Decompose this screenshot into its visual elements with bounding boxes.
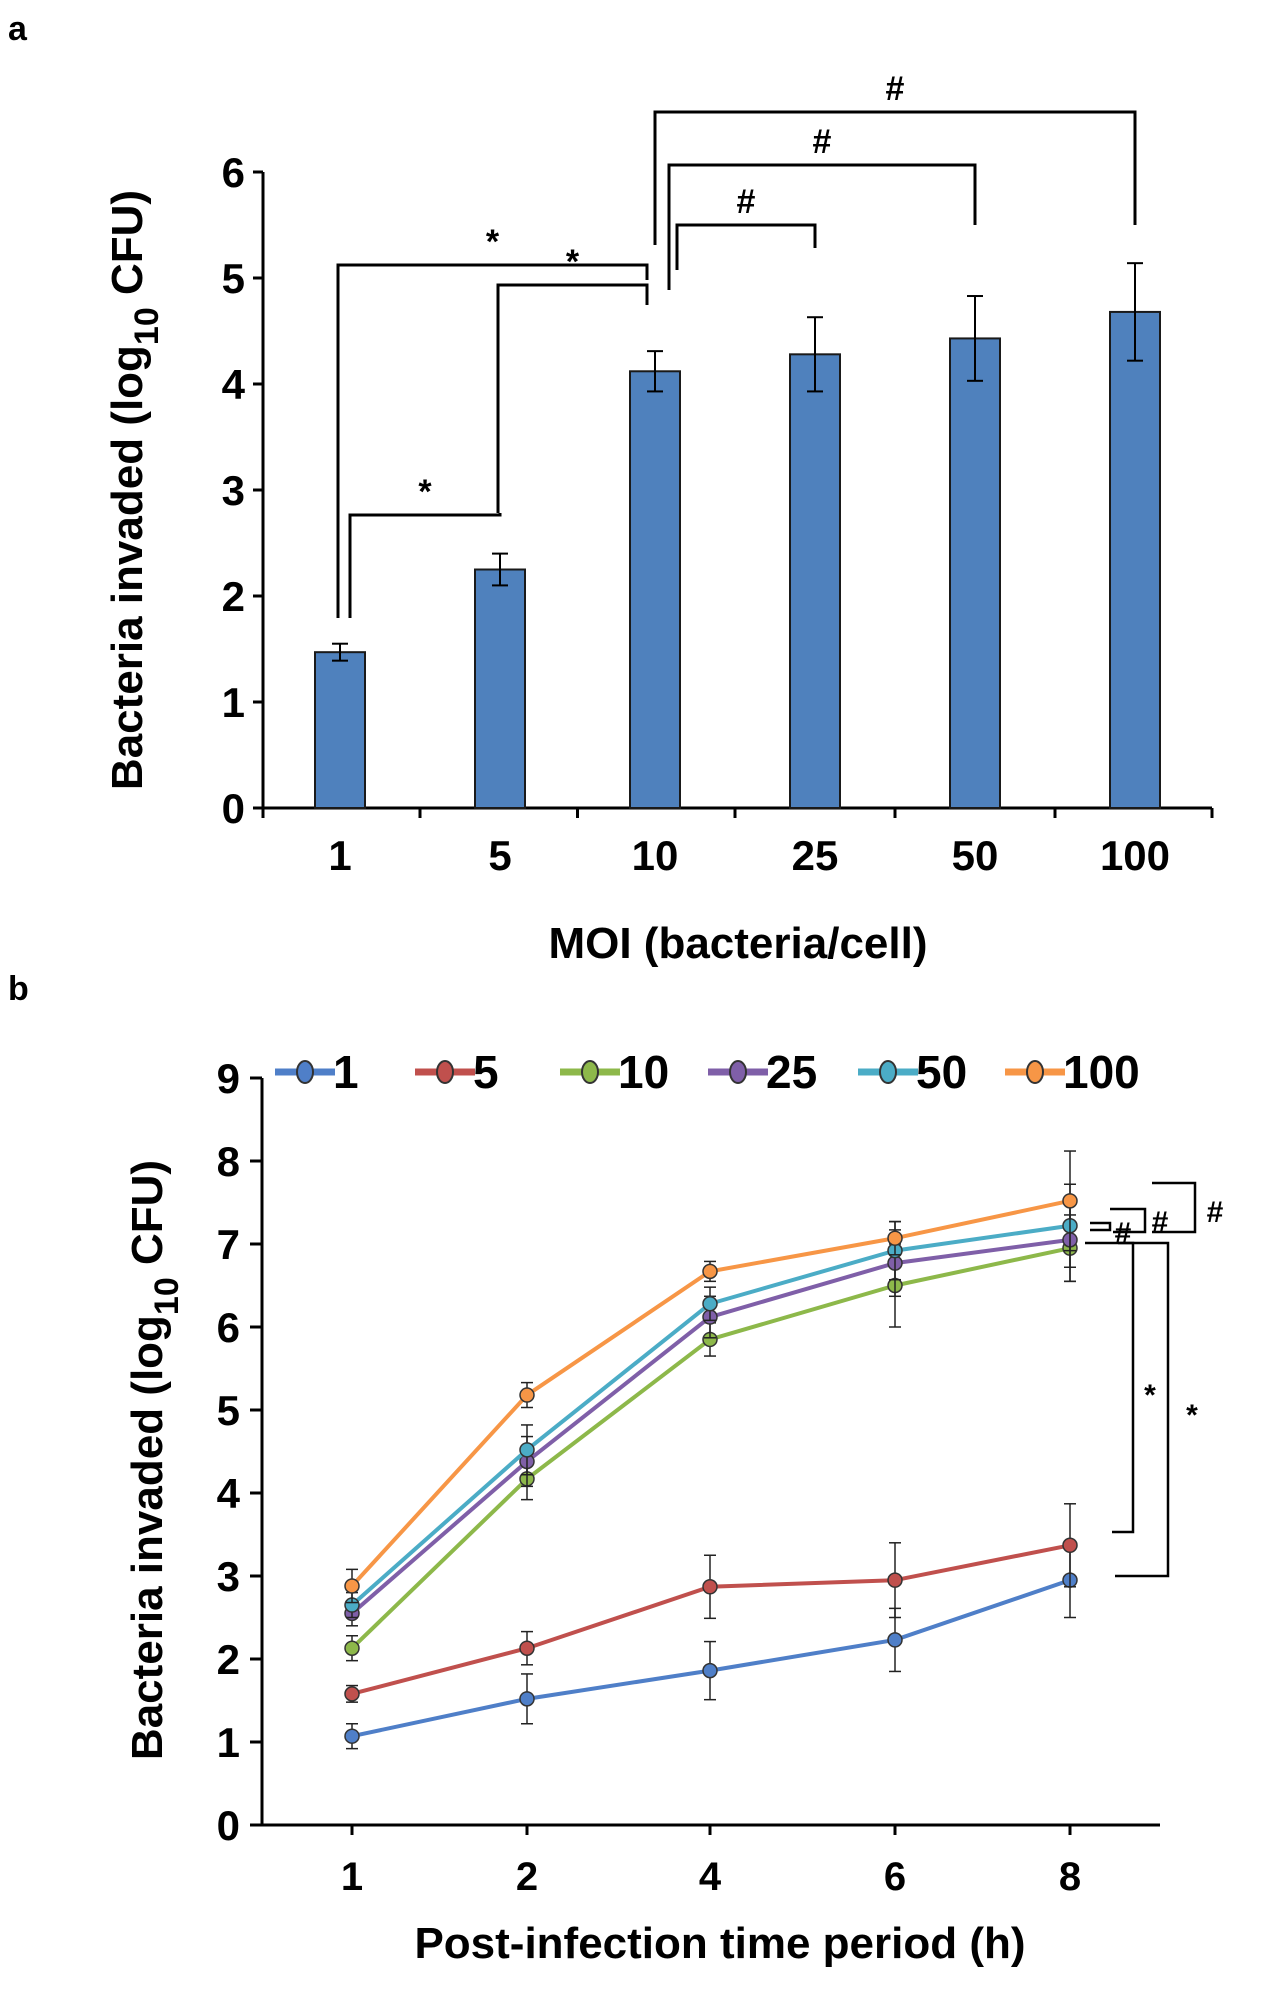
legend-marker bbox=[296, 1060, 314, 1084]
data-point bbox=[887, 1632, 903, 1648]
data-point bbox=[702, 1579, 718, 1595]
significance-bracket bbox=[1085, 1241, 1135, 1534]
significance-symbol: # bbox=[813, 123, 832, 161]
x-tick-label: 10 bbox=[632, 832, 679, 879]
y-tick-label: 2 bbox=[222, 573, 245, 620]
panel-b-label: b bbox=[8, 970, 29, 1008]
significance-symbol: # bbox=[1207, 1196, 1224, 1229]
significance-symbol: # bbox=[886, 70, 905, 108]
significance-bracket bbox=[496, 283, 649, 513]
x-tick-label: 4 bbox=[699, 1855, 722, 1899]
bar bbox=[629, 370, 681, 809]
x-tick-label: 50 bbox=[952, 832, 999, 879]
x-tick-label: 1 bbox=[328, 832, 351, 879]
significance-symbol: * bbox=[418, 473, 432, 511]
significance-symbol: # bbox=[1115, 1217, 1132, 1250]
data-point bbox=[887, 1572, 903, 1588]
significance-bracket bbox=[1152, 1181, 1197, 1234]
bar bbox=[949, 337, 1001, 809]
x-tick-label: 5 bbox=[488, 832, 511, 879]
legend-marker bbox=[879, 1060, 897, 1084]
data-point bbox=[519, 1691, 535, 1707]
data-point bbox=[702, 1296, 718, 1312]
data-point bbox=[344, 1686, 360, 1702]
y-axis-title: Bacteria invaded (log10 CFU) bbox=[123, 1160, 186, 1760]
legend-label: 25 bbox=[766, 1046, 817, 1098]
bar bbox=[1109, 310, 1161, 809]
significance-bracket bbox=[1090, 1221, 1112, 1232]
data-point bbox=[702, 1662, 718, 1679]
y-tick-label: 7 bbox=[217, 1221, 240, 1268]
bar bbox=[474, 568, 526, 809]
data-point bbox=[519, 1640, 535, 1656]
y-tick-label: 1 bbox=[222, 679, 245, 726]
y-tick-label: 3 bbox=[222, 467, 245, 514]
y-tick-label: 6 bbox=[222, 149, 245, 196]
legend-label: 50 bbox=[916, 1046, 967, 1098]
data-point bbox=[702, 1263, 718, 1280]
y-tick-label: 5 bbox=[217, 1387, 240, 1434]
y-axis-title: Bacteria invaded (log10 CFU) bbox=[103, 190, 166, 790]
legend-marker bbox=[581, 1060, 599, 1084]
y-tick-label: 3 bbox=[217, 1553, 240, 1600]
significance-bracket bbox=[667, 163, 977, 290]
significance-bracket bbox=[1110, 1207, 1147, 1234]
data-point bbox=[519, 1442, 535, 1458]
x-tick-label: 1 bbox=[341, 1855, 363, 1899]
x-tick-label: 100 bbox=[1100, 832, 1170, 879]
data-point bbox=[1062, 1193, 1078, 1209]
significance-symbol: * bbox=[566, 243, 580, 281]
legend-marker bbox=[1026, 1060, 1044, 1084]
legend-marker bbox=[436, 1060, 454, 1084]
y-tick-label: 0 bbox=[217, 1802, 240, 1849]
data-point bbox=[519, 1387, 535, 1403]
significance-symbol: * bbox=[1186, 1399, 1198, 1432]
series-line bbox=[350, 1223, 1071, 1607]
x-tick-label: 6 bbox=[884, 1855, 906, 1899]
x-axis-title: Post-infection time period (h) bbox=[414, 1919, 1025, 1968]
y-tick-label: 6 bbox=[217, 1304, 240, 1351]
data-point bbox=[1062, 1537, 1078, 1554]
significance-symbol: # bbox=[1152, 1206, 1169, 1239]
significance-symbol: * bbox=[1144, 1379, 1156, 1412]
significance-bracket bbox=[336, 263, 649, 618]
legend-label: 10 bbox=[618, 1046, 669, 1098]
bar bbox=[789, 353, 841, 809]
significance-bracket bbox=[675, 223, 817, 270]
y-tick-label: 4 bbox=[222, 361, 246, 408]
y-tick-label: 8 bbox=[217, 1138, 240, 1185]
data-point bbox=[887, 1230, 903, 1246]
y-tick-label: 0 bbox=[222, 785, 245, 832]
series-line bbox=[351, 1578, 1071, 1739]
significance-bracket bbox=[1115, 1241, 1170, 1578]
y-tick-label: 1 bbox=[217, 1719, 240, 1766]
series-line bbox=[350, 1198, 1071, 1588]
significance-symbol: # bbox=[737, 183, 756, 221]
significance-bracket bbox=[348, 513, 502, 618]
panel-a-label: a bbox=[8, 10, 28, 48]
x-tick-label: 8 bbox=[1059, 1855, 1081, 1899]
bar bbox=[314, 651, 366, 809]
legend-marker bbox=[729, 1060, 747, 1084]
y-tick-label: 5 bbox=[222, 255, 245, 302]
chart-a: 0 1 2 3 4 5 6 1 5 10 25 50 100 * * * # # # MOI (bacteria/ce… bbox=[103, 70, 1214, 968]
chart-b: 0 1 2 3 4 5 6 7 8 9 1 2 4 6 8 1 5 10 25 50 100 # # # * * Post-infe… bbox=[123, 1046, 1224, 1968]
y-tick-label: 2 bbox=[217, 1636, 240, 1683]
data-point bbox=[344, 1640, 360, 1656]
significance-bracket bbox=[653, 110, 1137, 245]
legend-label: 100 bbox=[1063, 1046, 1140, 1098]
data-point bbox=[344, 1578, 360, 1594]
x-axis-title: MOI (bacteria/cell) bbox=[548, 919, 927, 968]
legend-label: 1 bbox=[333, 1046, 359, 1098]
y-tick-label: 9 bbox=[217, 1055, 240, 1102]
y-tick-label: 4 bbox=[217, 1470, 241, 1517]
x-tick-label: 2 bbox=[516, 1855, 538, 1899]
data-point bbox=[344, 1728, 360, 1744]
significance-symbol: * bbox=[486, 223, 500, 261]
legend-label: 5 bbox=[473, 1046, 499, 1098]
x-tick-label: 25 bbox=[792, 832, 839, 879]
